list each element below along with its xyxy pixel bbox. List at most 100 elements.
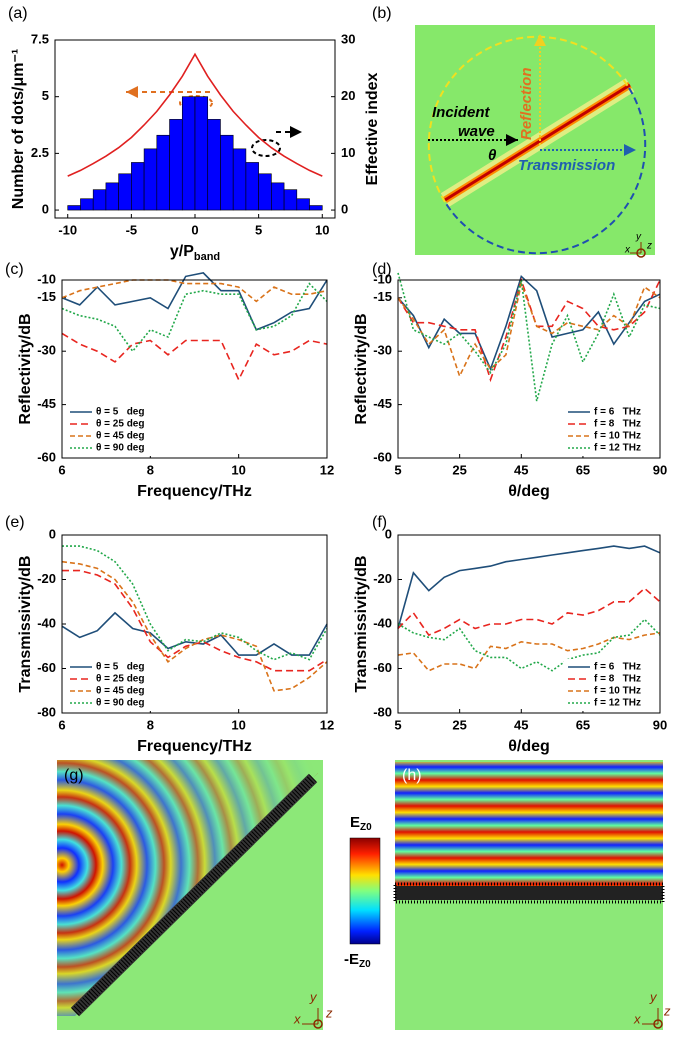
x-tick-label: 8 [147, 462, 154, 477]
x-tick-label: 90 [653, 717, 667, 732]
legend-label: f = 10 THz [594, 431, 641, 442]
x-tick-label: 10 [231, 462, 245, 477]
axis-letter: y [309, 989, 318, 1004]
y-tick-label: -10 [37, 271, 56, 286]
y-tick-label: -30 [37, 343, 56, 358]
panel-b: (b) Incident wave θ Reflection Transmiss… [372, 5, 655, 258]
bar [169, 119, 183, 211]
y-tick-label: -60 [373, 660, 392, 675]
plot-frame [61, 534, 328, 714]
legend-label: θ = 90 deg [96, 443, 144, 454]
legend-label: θ = 90 deg [96, 698, 144, 709]
bar [258, 173, 272, 211]
bar [105, 182, 119, 211]
y-tick-label: -80 [37, 704, 56, 719]
panel-label: (g) [64, 767, 84, 784]
axis-letter: y [649, 989, 658, 1004]
bar [194, 96, 209, 211]
y-tick-label: 7.5 [31, 31, 49, 46]
bar [118, 173, 132, 211]
series-line [397, 632, 661, 672]
colorbar-label: -EZ0 [344, 951, 371, 970]
x-tick-label: 12 [320, 717, 334, 732]
legend-label: θ = 45 deg [96, 686, 144, 697]
y-tick-label: 0 [385, 526, 392, 541]
x-tick-label: 45 [514, 717, 528, 732]
axes-icon: x y z [293, 989, 333, 1029]
y2-axis-label: Effective index [364, 72, 381, 185]
x-tick-label: 5 [394, 717, 401, 732]
x-tick-label: 0 [191, 222, 198, 237]
bar [271, 182, 285, 211]
axis-letter: z [646, 241, 652, 252]
plot-frame [61, 279, 328, 459]
y-tick-label: -40 [373, 615, 392, 630]
legend-label: f = 6 THz [594, 662, 641, 673]
label-main: y/P [170, 243, 194, 260]
x-tick-label: 45 [514, 462, 528, 477]
panel-g: (g) x y z [57, 760, 333, 1030]
series-line [397, 280, 661, 379]
x-tick-label: 65 [576, 717, 590, 732]
x-tick-label: 12 [320, 462, 334, 477]
bar [245, 162, 259, 211]
legend-label: θ = 45 deg [96, 431, 144, 442]
x-axis-label: Frequency/THz [137, 738, 252, 755]
bar [143, 148, 158, 211]
y-tick-label: -45 [373, 396, 392, 411]
legend-label: θ = 5 deg [96, 407, 144, 418]
y-tick-label: -60 [37, 660, 56, 675]
series-line [397, 272, 661, 402]
annotation: wave [458, 123, 495, 140]
series-line [61, 272, 328, 331]
y-tick-label: -30 [373, 343, 392, 358]
colorbar-scale [349, 837, 381, 945]
annotation: θ [488, 147, 497, 164]
axes-icon: x y z [624, 232, 652, 258]
x-tick-label: 25 [452, 462, 466, 477]
x-tick-label: 25 [452, 717, 466, 732]
y-tick-label: 2.5 [31, 145, 49, 160]
y-tick-label: -10 [373, 271, 392, 286]
legend-label: θ = 25 deg [96, 674, 144, 685]
x-tick-label: -10 [58, 222, 77, 237]
legend-label: f = 10 THz [594, 686, 641, 697]
panel-label: (e) [5, 514, 25, 531]
panel-label: (a) [8, 5, 28, 22]
y-tick-label: -40 [37, 615, 56, 630]
x-tick-label: -5 [126, 222, 138, 237]
legend-label: θ = 25 deg [96, 419, 144, 430]
y-tick-label: -15 [37, 289, 56, 304]
label-sub: Z0 [360, 822, 372, 833]
annotation: Reflection [518, 67, 535, 140]
series-line [62, 569, 328, 672]
label-sub: band [194, 251, 220, 263]
x-tick-label: 8 [147, 717, 154, 732]
bar [92, 189, 107, 211]
axis-letter: z [325, 1005, 333, 1020]
series-line [397, 545, 661, 629]
panel-label: (h) [402, 767, 422, 784]
colorbar: EZ0 -EZ0 [344, 814, 381, 970]
y-axis-label: Transmissivity/dB [17, 556, 34, 693]
bar [232, 148, 247, 211]
annotation-arrows [126, 86, 302, 157]
axis-letter: x [624, 245, 631, 256]
axis-letter: z [663, 1003, 671, 1018]
bar [67, 205, 81, 211]
y-axis-label: Reflectivity/dB [353, 313, 370, 424]
y2-tick-label: 0 [341, 202, 348, 217]
x-axis-label: θ/deg [508, 738, 550, 755]
panel-h: (h) x y z [393, 760, 671, 1030]
x-axis-label: θ/deg [508, 483, 550, 500]
x-tick-label: 5 [394, 462, 401, 477]
x-tick-label: 10 [231, 717, 245, 732]
bar [283, 189, 298, 211]
y-axis-label: Number of dots/μm⁻¹ [10, 49, 27, 209]
bar [156, 134, 170, 211]
annotation: Transmission [518, 157, 615, 174]
bar [207, 119, 221, 211]
bar [80, 198, 94, 211]
legend-label: f = 8 THz [594, 419, 641, 430]
